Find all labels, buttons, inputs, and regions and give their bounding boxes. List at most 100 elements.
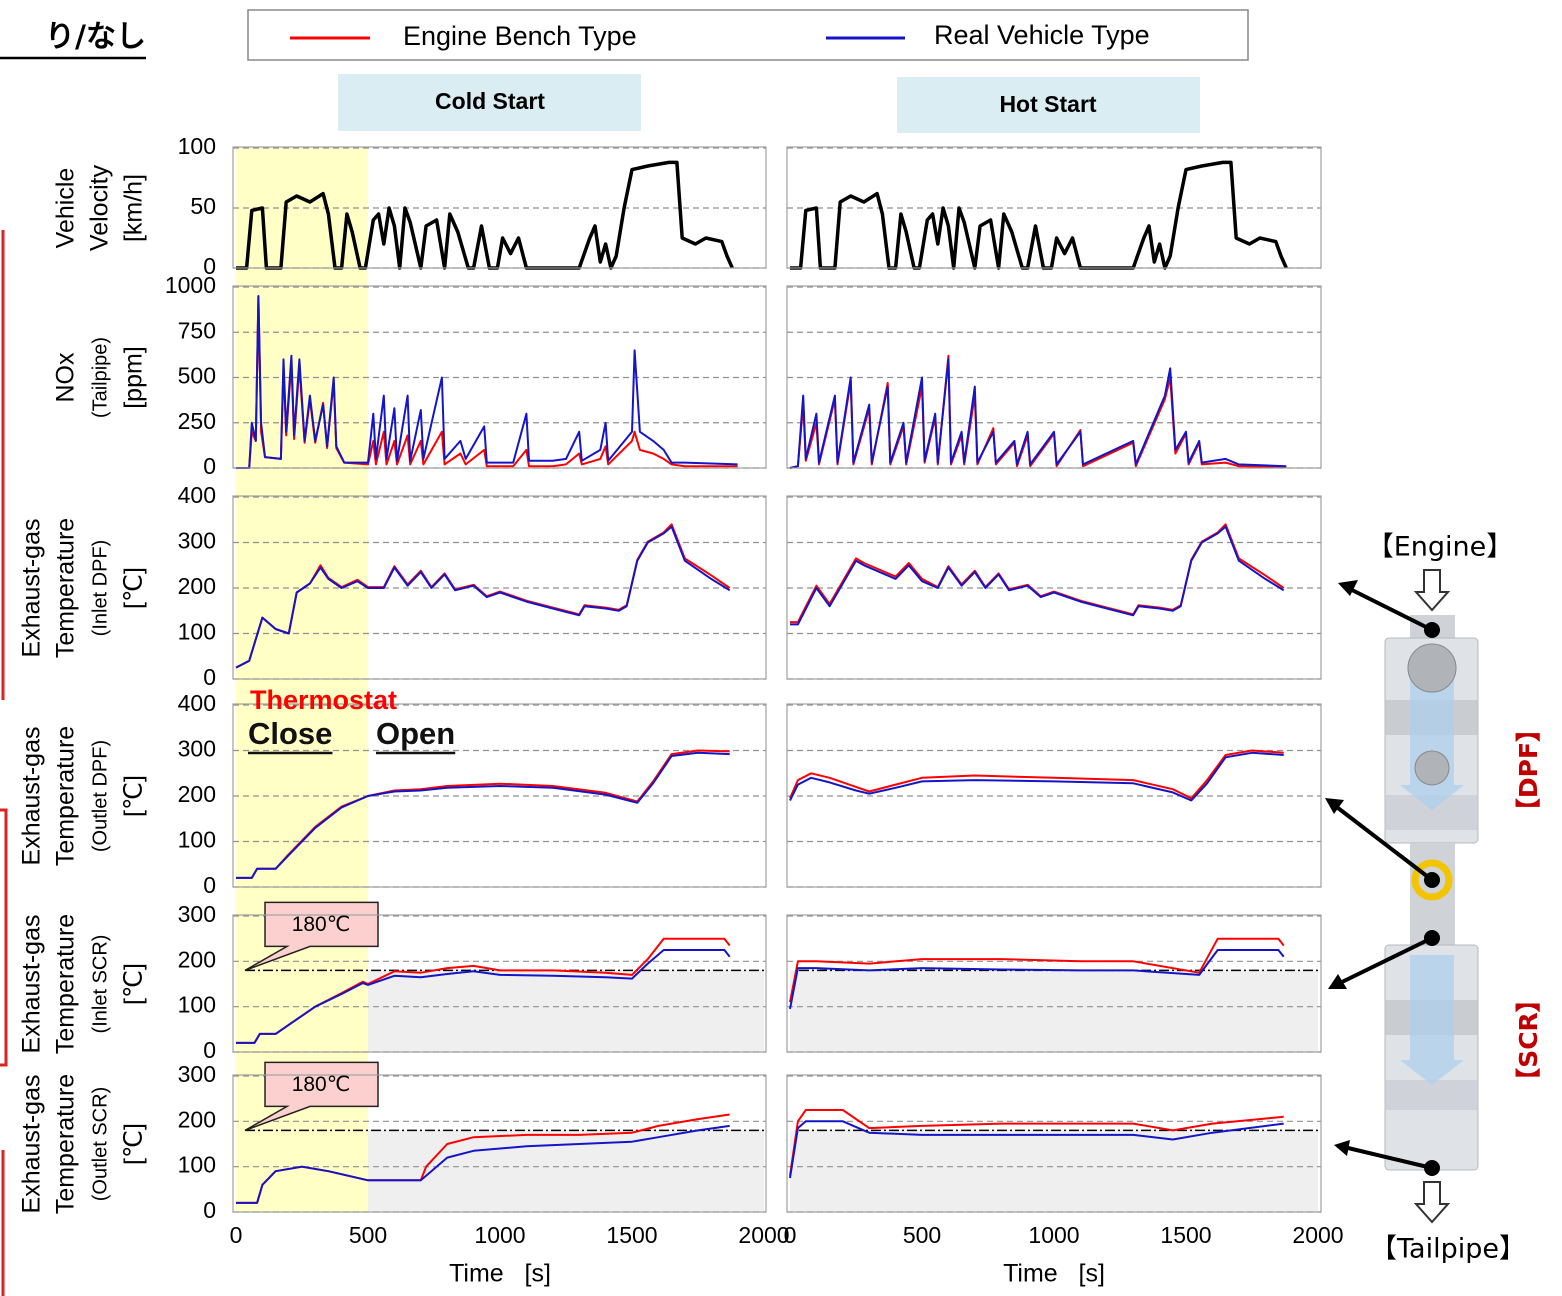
arrow-heads xyxy=(1325,580,1358,1156)
y-axis-label: (Outlet DPF) xyxy=(89,740,111,852)
x-tick-label: 500 xyxy=(349,1222,387,1248)
y-axis-label: Exhaust-gas xyxy=(18,727,46,866)
y-tick-label: 200 xyxy=(178,946,216,972)
data-line xyxy=(236,295,738,469)
data-line xyxy=(789,358,1287,469)
y-tick-label: 0 xyxy=(203,253,216,279)
column-header-box xyxy=(897,77,1200,133)
layer-front: 0 50 100 Vehicle Velocity [km/h] 0 250 500 750 100… xyxy=(18,133,1344,1288)
aftertreatment-diagram: 【Engine】 【Tailpipe】 【DPF】 【SCR】 xyxy=(1325,532,1543,1265)
callout-box xyxy=(244,1061,379,1132)
y-tick-label: 1000 xyxy=(165,272,216,298)
data-line xyxy=(790,160,1288,270)
flow-arrow xyxy=(1413,569,1451,612)
legend-box xyxy=(247,9,1249,61)
y-axis-label: Temperature xyxy=(52,914,80,1054)
y-axis-label: (Outlet SCR) xyxy=(89,1087,111,1201)
pm-nox-icon xyxy=(1407,643,1457,693)
plot-frame xyxy=(232,146,767,269)
y-tick-label: 750 xyxy=(178,317,216,343)
shaded-region xyxy=(790,1130,1318,1212)
y-axis-label: (Inlet SCR) xyxy=(89,935,111,1034)
data-line xyxy=(789,937,1285,1003)
x-axis-label: Time [s] xyxy=(449,1260,551,1288)
plot-frame xyxy=(786,285,1322,469)
y-axis-label: [km/h] xyxy=(120,174,148,242)
x-tick-label: 0 xyxy=(784,1222,797,1248)
y-axis-label: (Tailpipe) xyxy=(89,337,111,418)
plot-frame xyxy=(232,1074,767,1213)
filter-band xyxy=(1385,1080,1478,1110)
y-tick-label: 200 xyxy=(178,781,216,807)
y-tick-label: 50 xyxy=(190,193,216,219)
y-tick-label: 100 xyxy=(178,827,216,853)
data-line xyxy=(236,1124,730,1204)
x-tick-label: 1500 xyxy=(606,1222,657,1248)
data-line xyxy=(789,1109,1284,1176)
column-header: Cold Start xyxy=(435,88,545,114)
plot-frame xyxy=(786,914,1322,1053)
plot-frame xyxy=(232,495,767,680)
data-line xyxy=(236,160,734,270)
layer-lines xyxy=(235,160,1288,1204)
data-line xyxy=(789,749,1284,800)
layer-bg xyxy=(236,148,1318,1212)
diagram-label: 【Tailpipe】 xyxy=(1370,1234,1526,1265)
y-tick-label: 100 xyxy=(178,992,216,1018)
y-tick-label: 300 xyxy=(178,1061,216,1087)
plot-frame xyxy=(232,703,767,888)
shaded-region xyxy=(368,970,764,1052)
data-line xyxy=(790,525,1285,626)
x-tick-label: 0 xyxy=(230,1222,243,1248)
y-axis-label: [℃] xyxy=(120,567,148,609)
plot-frame xyxy=(232,914,767,1053)
y-axis-label: Exhaust-gas xyxy=(18,1075,46,1214)
y-tick-label: 0 xyxy=(203,1197,216,1223)
diagram-label: 【Engine】 xyxy=(1367,532,1514,563)
y-axis-label: Exhaust-gas xyxy=(18,915,46,1054)
y-axis-label: [℃] xyxy=(120,1123,148,1165)
plot-frame xyxy=(786,1074,1322,1213)
y-axis-label: Vehicle xyxy=(52,168,80,249)
diagram-label: 【SCR】 xyxy=(1514,987,1543,1093)
data-line xyxy=(789,949,1285,1010)
pointer-arrows xyxy=(1336,588,1434,1170)
x-tick-label: 1000 xyxy=(474,1222,525,1248)
y-tick-label: 400 xyxy=(178,690,216,716)
y-axis-label: Temperature xyxy=(52,726,80,866)
y-tick-label: 100 xyxy=(178,133,216,159)
y-tick-label: 0 xyxy=(203,453,216,479)
charts: 0 50 100 Vehicle Velocity [km/h] 0 250 500 750 100… xyxy=(18,133,1344,1288)
y-axis-label: Temperature xyxy=(52,518,80,658)
y-tick-label: 100 xyxy=(178,1152,216,1178)
annotation: Open xyxy=(376,716,455,751)
plot-frame xyxy=(786,495,1322,680)
y-axis-label: Velocity xyxy=(86,164,114,251)
plot-frame xyxy=(232,285,767,469)
y-axis-label: (Inlet DPF) xyxy=(89,540,111,637)
y-axis-label: [ppm] xyxy=(120,346,148,409)
y-axis-label: Exhaust-gas xyxy=(18,519,46,658)
column-header: Hot Start xyxy=(999,91,1096,117)
y-axis-label: [℃] xyxy=(120,963,148,1005)
y-tick-label: 0 xyxy=(203,872,216,898)
shaded-region xyxy=(368,1130,764,1212)
y-tick-label: 0 xyxy=(203,664,216,690)
plot-frame xyxy=(786,703,1322,888)
data-line xyxy=(789,1120,1284,1179)
data-line xyxy=(236,751,730,879)
callout-box xyxy=(244,901,379,972)
y-tick-label: 200 xyxy=(178,573,216,599)
y-tick-label: 500 xyxy=(178,363,216,389)
edge-mark xyxy=(0,808,8,1067)
data-line xyxy=(789,751,1284,802)
diagram-label: 【DPF】 xyxy=(1514,717,1543,823)
x-tick-label: 2000 xyxy=(1292,1222,1343,1248)
x-tick-label: 2000 xyxy=(738,1222,789,1248)
pm-nox-icon xyxy=(1414,750,1450,786)
y-tick-label: 300 xyxy=(178,901,216,927)
x-tick-label: 1000 xyxy=(1028,1222,1079,1248)
x-tick-label: 1500 xyxy=(1160,1222,1211,1248)
y-axis-label: [℃] xyxy=(120,775,148,817)
